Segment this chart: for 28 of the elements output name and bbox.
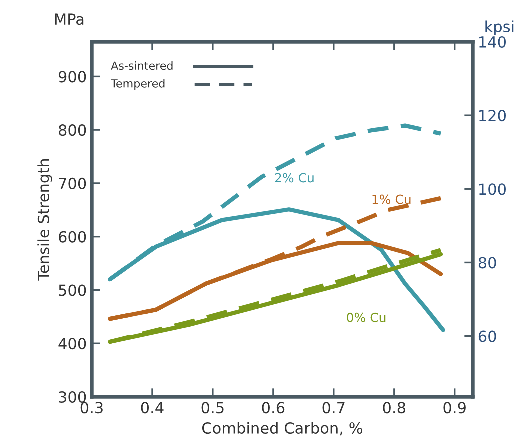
y-tick-label: 600 — [59, 231, 86, 243]
y-tick-label: 700 — [59, 178, 86, 190]
y-tick-label: 300 — [59, 391, 86, 404]
y-tick-label: 400 — [58, 338, 86, 350]
y-tick-label: 900 — [58, 71, 86, 83]
y2-tick-label: 80 — [478, 257, 496, 269]
x-tick-label: 0.9 — [444, 402, 466, 414]
x-tick-label: 0.5 — [202, 402, 224, 414]
y2-tick-label: 100 — [480, 184, 506, 196]
x-axis-title: Combined Carbon, % — [202, 422, 363, 436]
y-tick-label: 800 — [59, 124, 86, 136]
text: MPa — [55, 14, 84, 26]
x-tick-label: 0.8 — [383, 402, 406, 414]
x-tick-label: 0.7 — [322, 402, 345, 414]
y2-tick-label: 140 — [480, 36, 506, 48]
y2-tick-label: 120 — [480, 110, 506, 122]
annotation: As-sintered — [111, 61, 173, 70]
x-tick-label: 0.6 — [262, 402, 285, 414]
y-axis-title: Tensile Strength — [38, 159, 52, 281]
text: 1% Cu — [372, 194, 411, 204]
text: 2% Cu — [275, 173, 314, 183]
x-tick-label: 0.3 — [80, 402, 103, 414]
text: 0% Cu — [347, 312, 386, 322]
y2-axis-title: kpsi — [486, 20, 514, 36]
y2-tick-label: 60 — [478, 330, 496, 342]
annotation: Tempered — [111, 79, 165, 90]
y-tick-label: 500 — [59, 284, 86, 296]
x-tick-label: 0.4 — [141, 402, 164, 414]
